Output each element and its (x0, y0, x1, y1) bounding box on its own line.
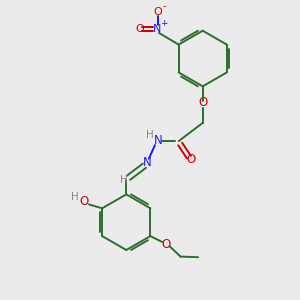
Text: O: O (161, 238, 170, 251)
Text: N: N (143, 156, 152, 169)
Text: O: O (198, 96, 207, 109)
Text: +: + (160, 19, 168, 28)
Text: H: H (146, 130, 154, 140)
Text: O: O (187, 153, 196, 166)
Text: O: O (153, 8, 162, 17)
Text: O: O (135, 24, 144, 34)
Text: H: H (70, 192, 78, 202)
Text: H: H (120, 175, 128, 185)
Text: -: - (162, 2, 166, 11)
Text: N: N (154, 134, 163, 147)
Text: O: O (79, 195, 88, 208)
Text: N: N (153, 24, 162, 34)
